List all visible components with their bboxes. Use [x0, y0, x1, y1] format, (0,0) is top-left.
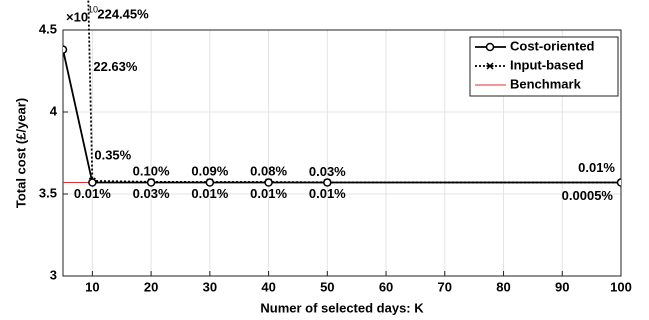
x-tick-label: 30: [203, 279, 217, 294]
y-multiplier: ×10: [66, 9, 88, 24]
x-tick-label: 40: [261, 279, 275, 294]
axes-box: [62, 29, 622, 277]
x-tick-label: 20: [144, 279, 158, 294]
x-tick-label: 90: [555, 279, 569, 294]
legend-label: Benchmark: [510, 76, 582, 91]
x-tick-label: 10: [85, 279, 99, 294]
x-tick-label: 50: [320, 279, 334, 294]
marker: [616, 178, 621, 187]
y-tick-label: 3.5: [39, 185, 57, 200]
legend-label: Cost-oriented: [510, 38, 595, 53]
marker: [264, 178, 273, 187]
point-label: 0.0005%: [562, 188, 614, 203]
y-multiplier-exponent: 10: [88, 4, 98, 14]
y-tick-label: 3: [50, 267, 57, 282]
point-label: 0.35%: [94, 147, 131, 162]
x-axis-label: Numer of selected days: K: [260, 300, 424, 315]
point-label: 0.01%: [191, 186, 228, 201]
point-label: 224.45%: [97, 6, 149, 21]
legend-label: Input-based: [510, 57, 584, 72]
marker: [485, 42, 495, 52]
x-tick-label: 70: [438, 279, 452, 294]
point-label: 0.01%: [309, 186, 346, 201]
point-label: 0.01%: [578, 160, 615, 175]
series-layer: [63, 0, 621, 187]
marker: [63, 45, 68, 54]
marker: [146, 178, 156, 187]
y-tick-label: 4.5: [39, 21, 57, 36]
y-axis-label: Total cost (£/year): [13, 98, 28, 208]
point-label: 0.09%: [191, 163, 228, 178]
point-label: 0.01%: [250, 186, 287, 201]
x-tick-label: 100: [610, 279, 632, 294]
x-tick-label: 60: [379, 279, 393, 294]
point-label: 22.63%: [93, 59, 138, 74]
marker: [88, 178, 97, 187]
marker: [486, 62, 494, 70]
y-tick-label: 4: [50, 103, 58, 118]
point-label: 0.01%: [74, 186, 111, 201]
legend-box: [469, 36, 619, 97]
point-label: 0.03%: [133, 186, 170, 201]
point-label: 0.10%: [133, 163, 170, 178]
x-tick-label: 80: [496, 279, 510, 294]
point-label: 0.08%: [250, 163, 287, 178]
point-label: 0.03%: [309, 164, 346, 179]
marker: [205, 178, 215, 187]
marker: [323, 178, 332, 187]
